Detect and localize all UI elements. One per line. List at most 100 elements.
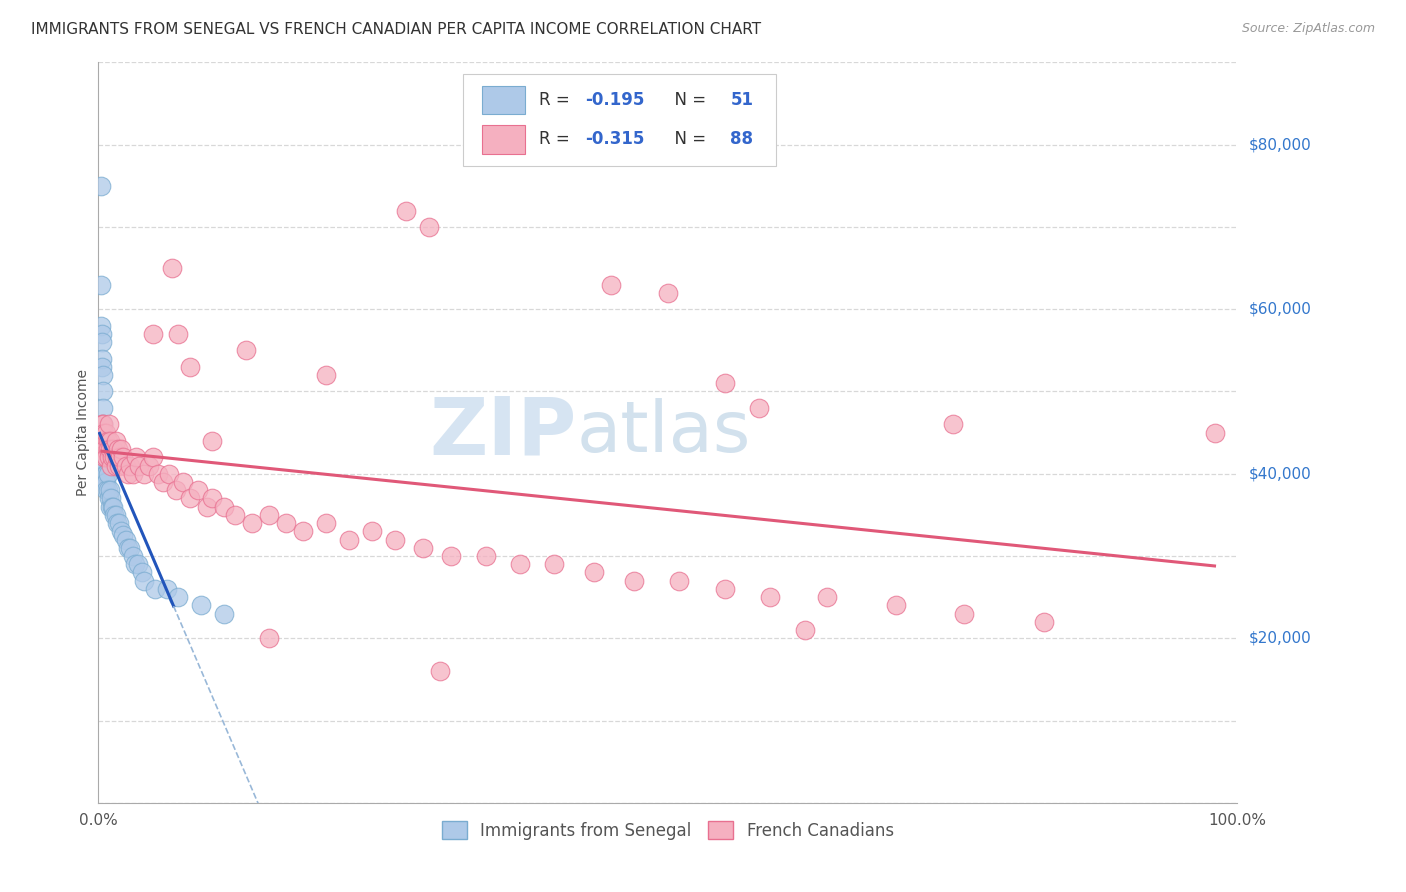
Point: [429, 664, 451, 678]
Point: [384, 533, 406, 547]
Point: [235, 343, 257, 358]
Point: [103, 500, 125, 514]
Point: [100, 491, 122, 506]
Point: [101, 450, 124, 465]
Point: [315, 516, 337, 530]
Point: [90, 277, 112, 292]
Point: [145, 582, 167, 596]
Point: [179, 491, 201, 506]
Point: [96, 434, 118, 448]
Point: [167, 590, 190, 604]
Point: [108, 450, 131, 465]
Point: [152, 475, 174, 489]
Point: [93, 467, 115, 481]
Point: [337, 533, 360, 547]
Point: [953, 607, 976, 621]
Point: [97, 491, 120, 506]
Point: [103, 442, 125, 456]
Point: [167, 326, 190, 341]
Point: [884, 599, 907, 613]
Point: [582, 566, 605, 580]
Point: [100, 458, 122, 473]
Text: IMMIGRANTS FROM SENEGAL VS FRENCH CANADIAN PER CAPITA INCOME CORRELATION CHART: IMMIGRANTS FROM SENEGAL VS FRENCH CANADI…: [31, 22, 761, 37]
Text: 51: 51: [731, 91, 754, 109]
Point: [360, 524, 382, 539]
Point: [96, 483, 118, 498]
Point: [94, 442, 117, 456]
Point: [1032, 615, 1054, 629]
Point: [292, 524, 315, 539]
Point: [94, 434, 117, 448]
Point: [110, 524, 132, 539]
Point: [156, 582, 179, 596]
Point: [543, 558, 565, 572]
Point: [172, 475, 194, 489]
Point: [104, 458, 127, 473]
Point: [93, 450, 115, 465]
Point: [623, 574, 645, 588]
Point: [201, 491, 224, 506]
Point: [91, 442, 114, 456]
Text: N =: N =: [665, 91, 711, 109]
Point: [114, 458, 136, 473]
Point: [101, 500, 124, 514]
Point: [90, 359, 112, 374]
Point: [91, 401, 114, 415]
Point: [412, 541, 434, 555]
Point: [668, 574, 690, 588]
Point: [93, 434, 115, 448]
Point: [90, 178, 112, 193]
Point: [276, 516, 298, 530]
Point: [201, 434, 224, 448]
Point: [110, 442, 132, 456]
Point: [124, 558, 146, 572]
Text: ZIP: ZIP: [429, 393, 576, 472]
Point: [98, 500, 121, 514]
Legend: Immigrants from Senegal, French Canadians: Immigrants from Senegal, French Canadian…: [436, 814, 900, 847]
Point: [93, 450, 115, 465]
Point: [107, 442, 129, 456]
Point: [131, 566, 153, 580]
Point: [125, 450, 148, 465]
Point: [815, 590, 838, 604]
Point: [120, 458, 142, 473]
Point: [103, 450, 125, 465]
Point: [97, 417, 120, 432]
Point: [90, 326, 112, 341]
Point: [98, 442, 121, 456]
Text: N =: N =: [665, 130, 711, 148]
Text: -0.195: -0.195: [585, 91, 644, 109]
FancyBboxPatch shape: [463, 73, 776, 166]
Point: [98, 434, 121, 448]
Point: [224, 508, 246, 522]
Point: [90, 318, 112, 333]
Point: [91, 417, 114, 432]
Point: [128, 458, 150, 473]
Point: [759, 590, 782, 604]
Point: [112, 528, 135, 542]
Point: [793, 623, 815, 637]
Point: [94, 475, 117, 489]
Point: [96, 483, 118, 498]
Text: atlas: atlas: [576, 398, 751, 467]
Text: $60,000: $60,000: [1249, 301, 1312, 317]
Point: [91, 434, 114, 448]
Point: [96, 442, 118, 456]
Point: [121, 549, 143, 563]
Point: [108, 516, 131, 530]
Text: R =: R =: [538, 91, 575, 109]
Point: [657, 285, 679, 300]
Point: [104, 434, 127, 448]
Point: [93, 458, 115, 473]
Point: [748, 401, 770, 415]
Point: [142, 450, 165, 465]
Point: [418, 219, 440, 234]
Point: [162, 261, 184, 276]
Point: [186, 483, 208, 498]
Point: [117, 541, 139, 555]
Text: -0.315: -0.315: [585, 130, 644, 148]
Point: [93, 442, 115, 456]
Point: [93, 450, 115, 465]
Point: [90, 434, 112, 448]
Point: [90, 417, 112, 432]
